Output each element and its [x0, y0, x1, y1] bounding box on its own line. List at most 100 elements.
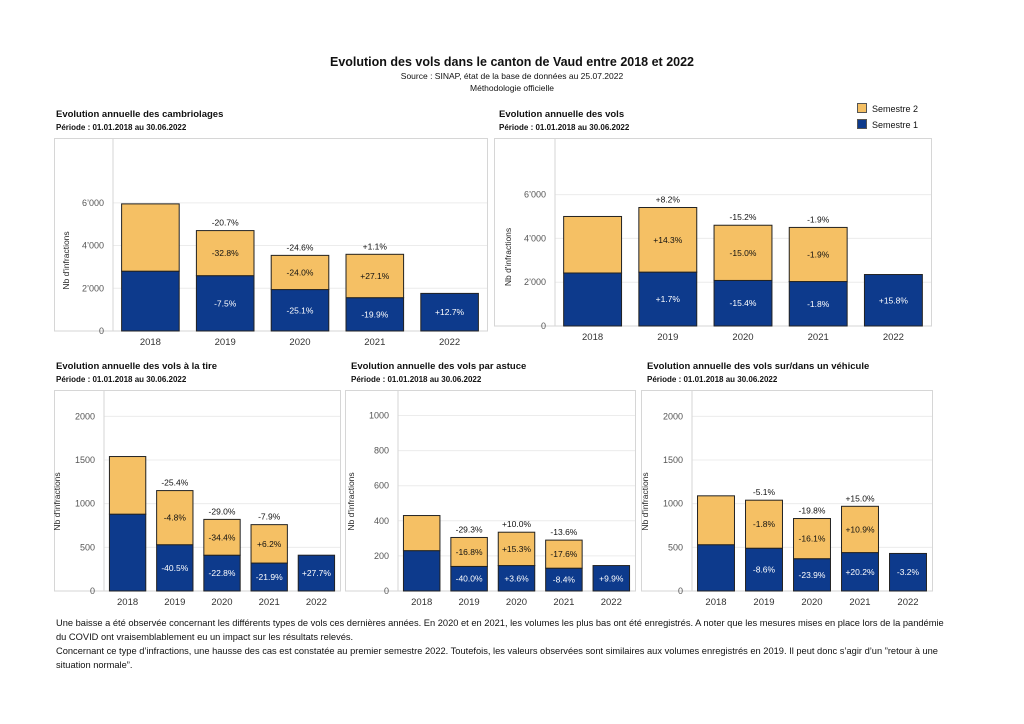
y-tick-label: 0: [678, 586, 683, 596]
x-tick-label: 2020: [732, 332, 753, 343]
data-label-total: -29.3%: [456, 524, 483, 534]
data-label-s2: -4.8%: [164, 513, 187, 523]
bar-s2-2021: [345, 253, 405, 299]
data-label-s1: -21.9%: [256, 572, 283, 582]
bar-s2-2019: [638, 206, 698, 273]
data-label-s2: -17.6%: [550, 549, 577, 559]
x-tick-label: 2022: [601, 597, 622, 608]
y-tick-label: 2000: [663, 411, 683, 421]
bar-s1-2022: [863, 274, 923, 327]
data-label-s1: -23.9%: [799, 570, 826, 580]
data-label-total: -24.6%: [287, 242, 314, 252]
footer-paragraph-2: Concernant ce type d’infractions, une ha…: [56, 646, 938, 670]
chart-cambriolages: 0 2’000 4’000 6’000 Nb d'infractions 2018 -7.5…: [54, 138, 488, 348]
data-label-total: -5.1%: [753, 487, 776, 497]
x-tick-label: 2018: [582, 332, 603, 343]
chart-frame: [345, 390, 636, 592]
panel-period-vols-par-astuce: Période : 01.01.2018 au 30.06.2022: [351, 375, 482, 384]
data-label-s1: -22.8%: [209, 568, 236, 578]
bar-s2-2021: [788, 226, 848, 283]
data-label-total: +8.2%: [656, 194, 681, 204]
y-tick-label: 2’000: [524, 277, 546, 287]
bar-s1-2021: [788, 281, 848, 327]
data-label-total: -29.0%: [209, 506, 236, 516]
bar-s2-2020: [203, 518, 241, 556]
chart-vols-par-astuce: 0 200 400 600 800 1000 Nb d'infractions 2018 -40…: [345, 390, 636, 608]
bar-s1-2022: [297, 554, 336, 592]
y-tick-label: 6’000: [82, 198, 104, 208]
y-tick-label: 0: [99, 326, 104, 336]
y-tick-label: 0: [384, 586, 389, 596]
panel-title-cambriolages: Evolution annuelle des cambriolages: [56, 109, 224, 120]
y-axis-title: Nb d'infractions: [640, 472, 650, 530]
data-label-s1: -8.6%: [753, 565, 776, 575]
y-axis-title: Nb d'infractions: [503, 228, 513, 286]
y-tick-label: 800: [374, 446, 389, 456]
y-tick-label: 4’000: [524, 233, 546, 243]
bar-s1-2018: [402, 550, 441, 592]
bar-s2-2018: [697, 495, 735, 546]
bar-s2-2021: [250, 524, 288, 564]
x-tick-label: 2020: [506, 597, 527, 608]
data-label-total: -1.9%: [807, 214, 830, 224]
y-axis-title: Nb d'infractions: [346, 472, 356, 530]
bar-s2-2019: [195, 230, 255, 277]
bar-s2-2020: [793, 518, 831, 560]
y-tick-label: 2’000: [82, 283, 104, 293]
legend-label-s1: Semestre 1: [872, 120, 919, 130]
chart-vols-a-la-tire: 0 500 1000 1500 2000 Nb d'infractions 2018 -40.…: [52, 390, 341, 608]
x-tick-label: 2019: [215, 337, 236, 348]
y-tick-label: 4’000: [82, 241, 104, 251]
x-tick-label: 2019: [753, 597, 774, 608]
methodology-note: Méthodologie officielle: [470, 83, 554, 93]
y-tick-label: 1500: [75, 455, 95, 465]
bar-s2-2018: [402, 515, 441, 552]
bar-s2-2021: [841, 505, 879, 554]
x-tick-label: 2020: [801, 597, 822, 608]
legend-swatch-s2: [857, 103, 867, 113]
y-tick-label: 400: [374, 516, 389, 526]
legend-item-semestre-2: Semestre 2: [857, 103, 918, 114]
y-tick-label: 0: [541, 321, 546, 331]
x-tick-label: 2019: [164, 597, 185, 608]
data-label-total: -25.4%: [161, 478, 188, 488]
data-label-s1: +12.7%: [435, 307, 465, 317]
x-tick-label: 2022: [439, 337, 460, 348]
y-axis-title: Nb d'infractions: [61, 231, 71, 289]
x-tick-label: 2018: [140, 337, 161, 348]
panel-title-vols: Evolution annuelle des vols: [499, 109, 625, 120]
data-label-s1: -8.4%: [553, 575, 576, 585]
data-label-s1: +3.6%: [504, 573, 529, 583]
data-label-s1: -7.5%: [214, 298, 237, 308]
panel-title-vols-a-la-tire: Evolution annuelle des vols à la tire: [56, 361, 218, 372]
data-label-total: -19.8%: [799, 506, 826, 516]
footer-commentary: Une baisse a été observée concernant les…: [56, 616, 956, 672]
data-label-s2: +6.2%: [257, 539, 282, 549]
x-tick-label: 2021: [553, 597, 574, 608]
bar-s2-2020: [270, 254, 330, 291]
bar-s1-2018: [121, 270, 180, 332]
data-label-s1: -15.4%: [730, 298, 757, 308]
data-label-s1: -19.9%: [361, 309, 388, 319]
bar-s2-2018: [108, 456, 147, 515]
y-tick-label: 1000: [369, 411, 389, 421]
data-label-s2: -15.0%: [730, 248, 757, 258]
x-tick-label: 2019: [657, 332, 678, 343]
page-title: Evolution des vols dans le canton de Vau…: [329, 55, 695, 69]
bar-s1-2018: [697, 544, 735, 592]
x-tick-label: 2019: [459, 597, 480, 608]
y-tick-label: 600: [374, 481, 389, 491]
chart-vols: 0 2’000 4’000 6’000 Nb d'infractions 2018 +1.7…: [494, 138, 932, 343]
bar-s1-2021: [841, 552, 879, 592]
bar-s1-2018: [108, 513, 147, 592]
y-tick-label: 200: [374, 551, 389, 561]
bar-s2-2019: [745, 499, 783, 549]
data-label-total: -7.9%: [258, 512, 281, 522]
bar-s2-2021: [545, 539, 583, 569]
y-tick-label: 6’000: [524, 190, 546, 200]
bar-s1-2021: [345, 297, 405, 332]
bar-s2-2018: [563, 215, 623, 274]
bar-s2-2019: [450, 536, 488, 567]
data-label-total: +15.0%: [845, 493, 875, 503]
bar-s2-2020: [497, 531, 536, 567]
